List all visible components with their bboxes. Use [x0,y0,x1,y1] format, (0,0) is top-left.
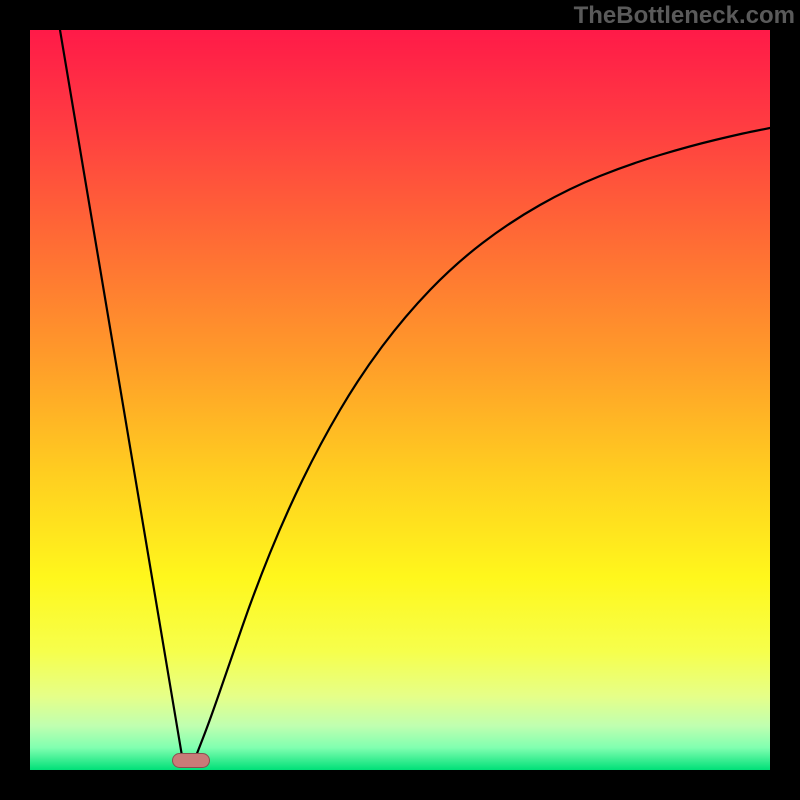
chart-container: TheBottleneck.com [0,0,800,800]
curve-layer [30,30,770,770]
axis-border-left [0,0,30,800]
optimum-marker [172,753,210,768]
axis-border-right [770,0,800,800]
axis-border-bottom [0,770,800,800]
bottleneck-curve [60,30,770,756]
plot-area [30,30,770,770]
watermark-text: TheBottleneck.com [574,2,795,30]
